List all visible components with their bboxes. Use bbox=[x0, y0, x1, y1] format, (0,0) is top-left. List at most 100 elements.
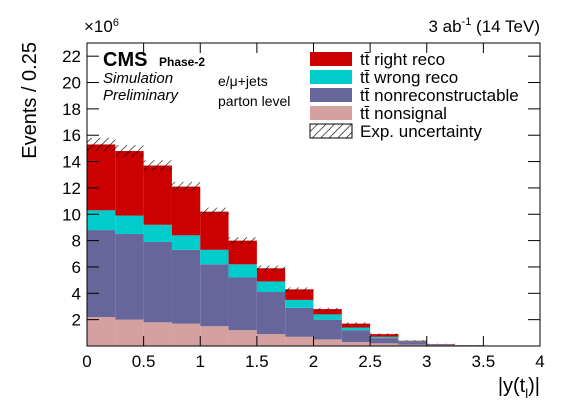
bar bbox=[228, 277, 257, 331]
legend-label: Exp. uncertainty bbox=[360, 122, 482, 141]
legend-swatch bbox=[310, 70, 352, 84]
uncertainty-band bbox=[228, 237, 257, 244]
experiment: CMS bbox=[103, 49, 147, 71]
bar bbox=[285, 299, 314, 308]
bar bbox=[143, 224, 172, 242]
y-tick-label: 22 bbox=[62, 47, 81, 66]
bar bbox=[313, 309, 342, 315]
y-tick-label: 2 bbox=[72, 311, 81, 330]
annotation: e/μ+jets bbox=[218, 73, 268, 89]
x-tick-label: 3 bbox=[422, 352, 431, 371]
bar bbox=[115, 234, 144, 320]
bar bbox=[200, 326, 229, 346]
legend-swatch bbox=[309, 123, 353, 139]
bar bbox=[370, 334, 399, 337]
bar bbox=[87, 144, 116, 211]
legend-swatch bbox=[310, 52, 352, 66]
bar bbox=[143, 241, 172, 323]
bar bbox=[200, 249, 229, 265]
y-tick-label: 16 bbox=[62, 126, 81, 145]
bar bbox=[341, 327, 371, 331]
uncertainty-band bbox=[115, 145, 144, 157]
x-tick-label: 0 bbox=[82, 352, 91, 371]
bar bbox=[87, 317, 116, 346]
bar bbox=[228, 240, 257, 265]
y-tick-label: 6 bbox=[72, 258, 81, 277]
uncertainty-band bbox=[143, 160, 172, 171]
bar bbox=[115, 319, 144, 346]
x-tick-label: 4 bbox=[535, 352, 544, 371]
legend-label: tt̄ nonreconstructable bbox=[360, 86, 519, 105]
y-axis-label: Events / 0.25 bbox=[19, 42, 41, 159]
bar bbox=[256, 291, 286, 335]
x-axis-label: |y(tl)| bbox=[498, 375, 540, 401]
bar bbox=[171, 235, 201, 250]
annotation: parton level bbox=[218, 93, 290, 109]
x-tick-label: 3.5 bbox=[472, 352, 496, 371]
x-tick-label: 1.5 bbox=[245, 352, 269, 371]
bar bbox=[285, 336, 314, 346]
y-tick-label: 12 bbox=[62, 179, 81, 198]
bar bbox=[341, 342, 371, 346]
x-tick-label: 2.5 bbox=[358, 352, 382, 371]
legend-swatch bbox=[310, 88, 352, 102]
x-tick-label: 0.5 bbox=[132, 352, 156, 371]
bar bbox=[171, 249, 201, 324]
bar bbox=[398, 344, 427, 346]
y-tick-label: 8 bbox=[72, 232, 81, 251]
plot-area bbox=[87, 137, 540, 346]
legend-label: tt̄ right reco bbox=[360, 50, 445, 69]
bar bbox=[398, 342, 427, 345]
uncertainty-band bbox=[171, 181, 201, 192]
bar bbox=[171, 323, 201, 346]
bar bbox=[426, 344, 456, 346]
uncertainty-band bbox=[341, 322, 371, 325]
bar bbox=[115, 151, 144, 216]
status: Simulation bbox=[103, 70, 173, 87]
status: Preliminary bbox=[103, 87, 180, 104]
bar bbox=[200, 211, 229, 250]
bar bbox=[228, 330, 257, 346]
uncertainty-band bbox=[256, 265, 286, 271]
x-tick-label: 2 bbox=[309, 352, 318, 371]
y-tick-label: 14 bbox=[62, 153, 81, 172]
bar bbox=[370, 336, 399, 339]
bar bbox=[87, 210, 116, 231]
bar bbox=[143, 322, 172, 346]
legend-label: tt̄ nonsignal bbox=[360, 104, 447, 123]
bar bbox=[256, 334, 286, 346]
bar bbox=[313, 319, 342, 340]
bar bbox=[115, 215, 144, 235]
y-tick-label: 10 bbox=[62, 205, 81, 224]
bar bbox=[256, 281, 286, 292]
bar bbox=[313, 339, 342, 346]
uncertainty-band bbox=[87, 137, 116, 152]
legend-label: tt̄ wrong reco bbox=[360, 68, 458, 87]
lumi-label: 3 ab-1 (14 TeV) bbox=[428, 16, 540, 36]
uncertainty-band bbox=[426, 343, 456, 345]
uncertainty-band bbox=[200, 207, 229, 216]
bar bbox=[398, 341, 427, 343]
legend-swatch bbox=[310, 106, 352, 120]
bar bbox=[313, 314, 342, 320]
y-tick-label: 4 bbox=[72, 284, 81, 303]
uncertainty-band bbox=[285, 287, 314, 292]
uncertainty-band bbox=[370, 333, 399, 335]
uncertainty-band bbox=[398, 340, 427, 342]
bar bbox=[341, 330, 371, 343]
bar bbox=[370, 343, 399, 346]
y-exponent: ×106 bbox=[84, 17, 119, 36]
x-tick-label: 1 bbox=[196, 352, 205, 371]
bar bbox=[228, 264, 257, 278]
y-tick-label: 20 bbox=[62, 74, 81, 93]
bar bbox=[87, 230, 116, 318]
bar bbox=[285, 307, 314, 337]
bar bbox=[143, 165, 172, 225]
bar bbox=[200, 264, 229, 327]
uncertainty-band bbox=[313, 307, 342, 311]
bar bbox=[171, 186, 201, 236]
y-tick-label: 18 bbox=[62, 100, 81, 119]
bar bbox=[285, 289, 314, 300]
